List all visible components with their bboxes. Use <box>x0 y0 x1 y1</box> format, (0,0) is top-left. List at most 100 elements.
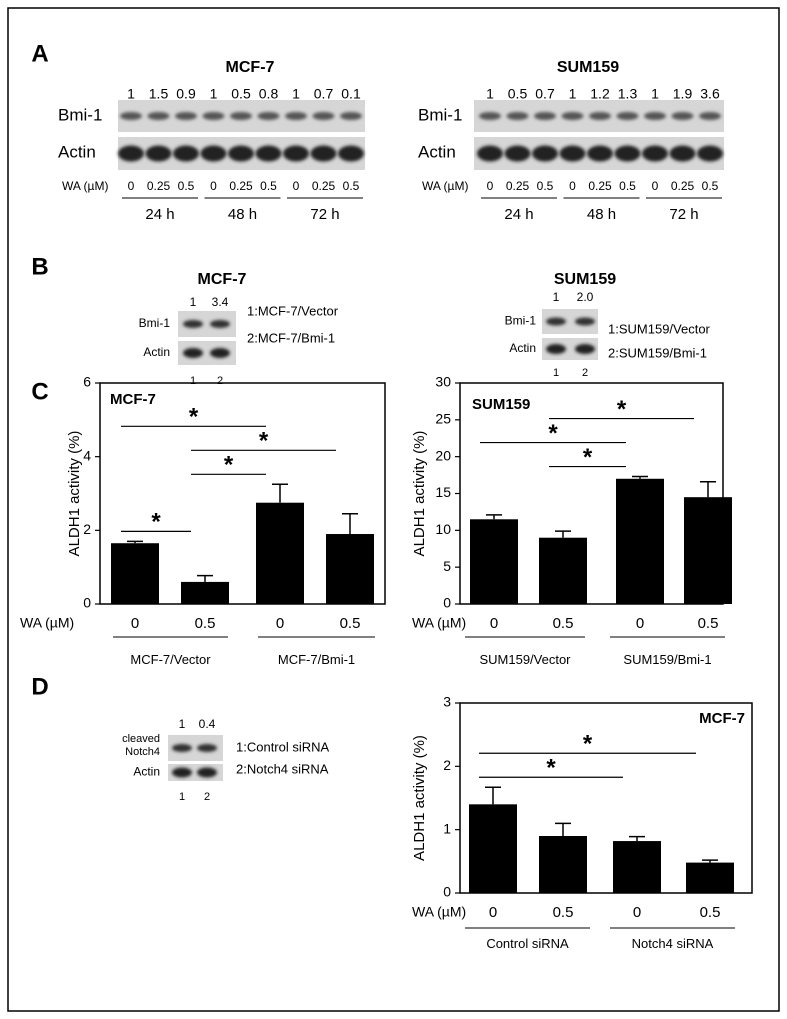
blot-band <box>283 145 309 162</box>
dose-value: 0.25 <box>506 179 530 193</box>
blot-title: MCF-7 <box>198 271 247 288</box>
bar <box>181 581 229 604</box>
dose-value: 0.25 <box>147 179 171 193</box>
x-tick-label: 0.5 <box>340 615 361 632</box>
blot-band <box>338 145 364 162</box>
blot-band <box>183 348 203 358</box>
blot-band <box>173 145 199 162</box>
bar <box>686 862 734 893</box>
blot-band <box>589 112 611 120</box>
blot-band <box>120 112 142 120</box>
blot-legend: 2:Notch4 siRNA <box>236 761 329 776</box>
significance-mark: * <box>151 509 161 536</box>
dose-value: 0.5 <box>343 179 360 193</box>
blot-band <box>285 112 307 120</box>
blot-row-label: Bmi-1 <box>139 316 171 330</box>
band-quantification: 0.5 <box>508 86 528 102</box>
y-tick-label: 10 <box>435 521 451 537</box>
y-tick-label: 25 <box>435 411 451 427</box>
significance-mark: * <box>224 452 234 479</box>
blot-band <box>197 767 217 778</box>
blot-band <box>671 112 694 120</box>
blot-legend: 1:SUM159/Vector <box>608 321 711 336</box>
blot-band <box>477 145 503 162</box>
chart-title: SUM159 <box>472 396 530 413</box>
y-tick-label: 4 <box>83 447 91 463</box>
significance-mark: * <box>583 444 593 471</box>
blot-row-label: Actin <box>58 142 96 161</box>
dose-value: 0.5 <box>260 179 277 193</box>
error-bar <box>632 475 648 479</box>
blot-row-label: Actin <box>133 765 160 779</box>
blot-band <box>616 112 639 120</box>
panel-label: A <box>31 40 48 67</box>
y-tick-label: 6 <box>83 374 91 390</box>
lane-number: 2 <box>204 791 210 803</box>
blot-band <box>642 145 668 162</box>
bar <box>539 537 587 604</box>
significance-mark: * <box>617 396 627 423</box>
y-tick-label: 0 <box>443 884 451 900</box>
x-tick-label: 0.5 <box>553 615 574 632</box>
panel-label: B <box>31 253 48 280</box>
group-label: MCF-7/Vector <box>130 652 211 667</box>
blot-legend: 2:MCF-7/Bmi-1 <box>247 330 335 345</box>
group-label: Control siRNA <box>486 936 569 951</box>
blot-band <box>532 145 558 162</box>
band-quantification: 1 <box>651 86 659 102</box>
error-bar <box>702 859 718 863</box>
bar <box>470 519 518 604</box>
dose-value: 0.25 <box>312 179 336 193</box>
lane-number: 1 <box>190 375 196 387</box>
band-quantification: 1 <box>553 290 560 304</box>
blot-band <box>479 112 501 120</box>
band-quantification: 1 <box>569 86 577 102</box>
x-tick-label: 0 <box>636 615 644 632</box>
significance-mark: * <box>259 428 269 455</box>
significance-mark: * <box>546 755 556 782</box>
significance-mark: * <box>548 420 558 447</box>
error-bar <box>555 530 571 538</box>
blot-title: SUM159 <box>554 271 616 288</box>
time-label: 48 h <box>587 206 616 223</box>
blot-band <box>210 320 230 328</box>
x-axis-label: WA (µM) <box>412 904 466 920</box>
blot-row-label: cleaved Notch4 <box>122 733 160 758</box>
time-label: 72 h <box>310 206 339 223</box>
band-quantification: 1.3 <box>618 86 638 102</box>
dose-value: 0.5 <box>702 179 719 193</box>
y-tick-label: 0 <box>83 595 91 611</box>
blot-band <box>183 320 203 328</box>
lane-number: 2 <box>582 367 588 379</box>
error-bar <box>342 513 358 535</box>
group-label: MCF-7/Bmi-1 <box>277 652 356 667</box>
blot-title: SUM159 <box>557 59 619 76</box>
error-bar <box>555 822 571 836</box>
x-tick-label: 0 <box>131 615 139 632</box>
y-tick-label: 2 <box>443 757 451 773</box>
band-quantification: 3.6 <box>700 86 720 102</box>
blot-legend: 1:Control siRNA <box>236 739 330 754</box>
blot-band <box>197 744 217 752</box>
y-tick-label: 15 <box>435 484 451 500</box>
x-tick-label: 0 <box>490 615 498 632</box>
y-tick-label: 5 <box>443 558 451 574</box>
blot-legend: 2:SUM159/Bmi-1 <box>608 345 707 360</box>
band-quantification: 1 <box>292 86 300 102</box>
x-tick-label: 0 <box>489 904 497 921</box>
error-bar <box>197 574 213 582</box>
blot-row-label: Actin <box>509 341 536 355</box>
band-quantification: 1 <box>179 717 186 731</box>
group-label: Notch4 siRNA <box>631 936 714 951</box>
bar <box>469 804 517 893</box>
blot-band <box>172 767 192 778</box>
band-quantification: 1 <box>190 295 197 309</box>
plot-frame <box>459 702 753 894</box>
blot-band <box>202 112 225 120</box>
blot-band <box>546 317 566 326</box>
blot-band <box>504 145 531 162</box>
blot-band <box>614 145 641 162</box>
dose-label: WA (µM) <box>62 179 108 193</box>
x-axis-label: WA (µM) <box>20 615 74 631</box>
